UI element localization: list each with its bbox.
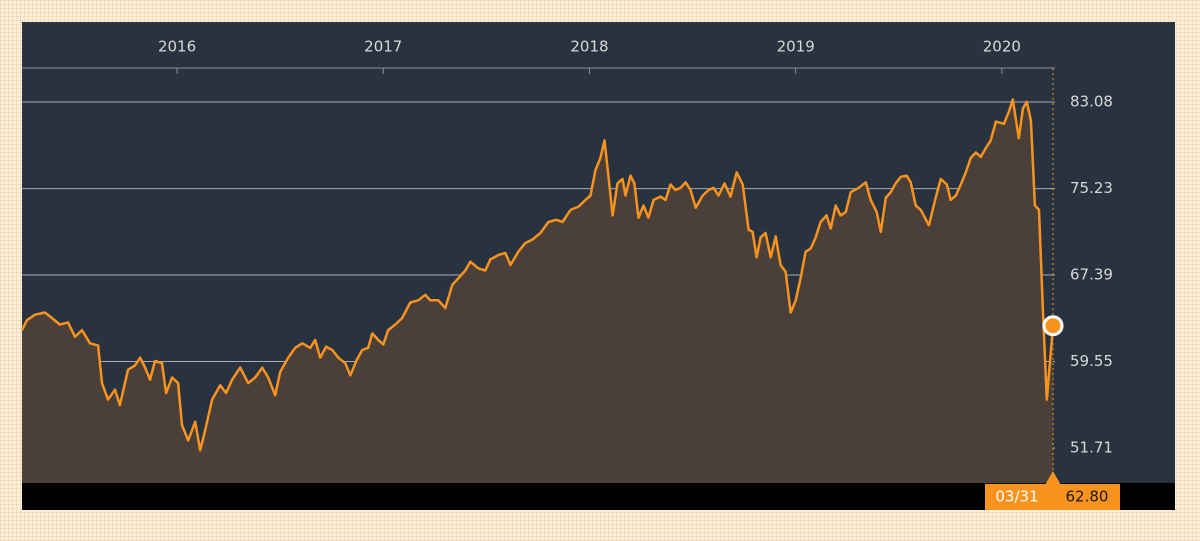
y-tick-label: 83.08 bbox=[1070, 92, 1113, 110]
last-pointer bbox=[1045, 471, 1061, 485]
y-tick-label: 75.23 bbox=[1070, 179, 1113, 197]
price-line bbox=[20, 98, 1055, 452]
x-tick-label: 2017 bbox=[364, 38, 402, 56]
x-tick-label: 2018 bbox=[570, 38, 608, 56]
last-value: 62.80 bbox=[1066, 488, 1109, 506]
bottom-bar bbox=[22, 483, 1175, 510]
x-tick-label: 2016 bbox=[158, 38, 196, 56]
y-tick-label: 67.39 bbox=[1070, 266, 1113, 284]
y-tick-label: 59.55 bbox=[1070, 352, 1113, 370]
x-tick-label: 2019 bbox=[777, 38, 815, 56]
last-marker bbox=[1042, 315, 1064, 337]
last-box bbox=[985, 484, 1120, 510]
area-fill bbox=[22, 99, 1053, 483]
y-tick-label: 51.71 bbox=[1070, 439, 1113, 457]
last-date: 03/31 bbox=[995, 488, 1038, 506]
x-tick-label: 2020 bbox=[983, 38, 1021, 56]
